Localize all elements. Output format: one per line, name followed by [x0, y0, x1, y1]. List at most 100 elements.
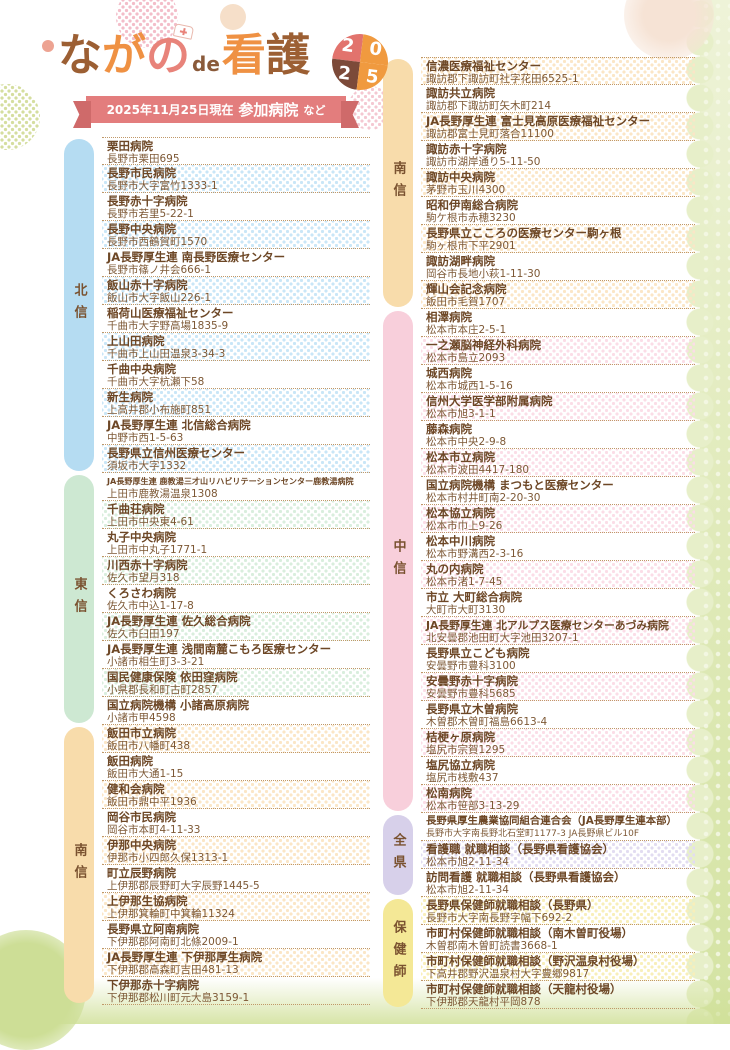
- hospital-address: 中野市西1-5-63: [107, 432, 184, 444]
- hospital-name: 国立病院機構 まつもと医療センター: [426, 478, 614, 492]
- hospital-entry: 長野県立こども病院 安曇野市豊科3100: [421, 645, 695, 673]
- hospital-address: 下高井郡野沢温泉村大字豊郷9817: [426, 968, 590, 980]
- hospital-name: 諏訪共立病院: [426, 86, 495, 100]
- hospital-address: 安曇野市豊科3100: [426, 660, 516, 672]
- hospital-address: 下伊那郡高森町吉田481-13: [107, 964, 239, 976]
- hospital-address: 岡谷市本町4-11-33: [107, 824, 201, 836]
- hospital-address: 松本市旭2-11-34: [426, 884, 509, 896]
- hospital-address: 下伊那郡松川町元大島3159-1: [107, 992, 250, 1004]
- hospital-address: 上伊那箕輪町中箕輪11324: [107, 908, 235, 920]
- hospital-entry: 丸子中央病院 上田市中丸子1771-1: [102, 529, 370, 557]
- hospital-rows: 長野県保健師就職相談（長野県） 長野市大字南長野字幅下692-2 市町村保健師就職相…: [421, 897, 695, 1009]
- logo-char: の: [146, 23, 195, 78]
- hospital-entry: 健和会病院 飯田市鼎中平1936: [102, 781, 370, 809]
- hospital-name: 市立 大町総合病院: [426, 590, 523, 604]
- hospital-entry: JA長野厚生連 南長野医療センター 長野市篠ノ井会666-1: [102, 249, 370, 277]
- hospital-entry: JA長野厚生連 北アルプス医療センターあづみ病院 北安曇郡池田町大字池田3207-…: [421, 617, 695, 645]
- hospital-name: JA長野厚生連 北アルプス医療センターあづみ病院: [426, 619, 669, 632]
- hospital-entry: 伊那中央病院 伊那市小四郎久保1313-1: [102, 837, 370, 865]
- hospital-address: 松本市野溝西2-3-16: [426, 548, 524, 560]
- hospital-name: 安曇野赤十字病院: [426, 674, 518, 688]
- hospital-address: 木曽郡南木曽町読書3668-1: [426, 940, 558, 952]
- hospital-name: 長野県立こども病院: [426, 646, 530, 660]
- hospital-name: 長野県立信州医療センター: [107, 446, 245, 460]
- hospital-entry: 栗田病院 長野市栗田695: [102, 137, 370, 165]
- hospital-entry: 上山田病院 千曲市上山田温泉3-34-3: [102, 333, 370, 361]
- region-section: 全県 長野県厚生農業協同組合連合会（JA長野厚生連本部） 長野市大字南長野北石堂町1…: [383, 813, 695, 897]
- hospital-rows: 長野県厚生農業協同組合連合会（JA長野厚生連本部） 長野市大字南長野北石堂町117…: [421, 813, 695, 897]
- hospital-name: 訪問看護 就職相談（長野県看護協会）: [426, 870, 626, 884]
- hospital-address: 上高井郡小布施町851: [107, 404, 212, 416]
- hospital-name: 長野赤十字病院: [107, 194, 188, 208]
- hospital-name: 松南病院: [426, 786, 472, 800]
- hospital-entry: JA長野厚生連 富士見高原医療福祉センター 諏訪郡富士見町落合11100: [421, 113, 695, 141]
- hospital-address: 松本市中央2-9-8: [426, 436, 507, 448]
- hospital-rows: 相澤病院 松本市本庄2-5-1 一之瀬脳神経外科病院 松本市島立2093 城西病院 松本市…: [421, 309, 695, 813]
- hospital-rows: 信濃医療福祉センター 諏訪郡下諏訪町社字花田6525-1 諏訪共立病院 諏訪郡下諏訪町…: [421, 57, 695, 309]
- hospital-address: 下伊那郡天龍村平岡878: [426, 996, 541, 1008]
- hospital-address: 長野市大字富竹1333-1: [107, 180, 218, 192]
- hospital-entry: 看護職 就職相談（長野県看護協会） 松本市旭2-11-34: [421, 841, 695, 869]
- hospital-name: 諏訪赤十字病院: [426, 142, 507, 156]
- hospital-address: 松本市村井町南2-20-30: [426, 492, 541, 504]
- hospital-address: 長野市若里5-22-1: [107, 208, 194, 220]
- hospital-entry: 信州大学医学部附属病院 松本市旭3-1-1: [421, 393, 695, 421]
- ribbon-title: 参加病院: [238, 101, 299, 119]
- decor-circle-salmon: [42, 40, 54, 52]
- hospital-address: 松本市城西1-5-16: [426, 380, 513, 392]
- hospital-address: 飯山市大字飯山226-1: [107, 292, 212, 304]
- hospital-entry: 訪問看護 就職相談（長野県看護協会） 松本市旭2-11-34: [421, 869, 695, 897]
- hospital-entry: 長野県立木曽病院 木曽郡木曽町福島6613-4: [421, 701, 695, 729]
- hospital-address: 松本市本庄2-5-1: [426, 324, 507, 336]
- hospital-address: 岡谷市長地小萩1-11-30: [426, 268, 541, 280]
- region-tab: 東信: [64, 475, 94, 723]
- hospital-name: 丸子中央病院: [107, 530, 176, 544]
- region-section: 中信 相澤病院 松本市本庄2-5-1 一之瀬脳神経外科病院 松本市島立2093 城西病院松…: [383, 309, 695, 813]
- hospital-entry: 昭和伊南総合病院 駒ケ根市赤穂3230: [421, 197, 695, 225]
- hospital-entry: 長野県立信州医療センター 須坂市大字1332: [102, 445, 370, 473]
- hospital-entry: 諏訪湖畔病院 岡谷市長地小萩1-11-30: [421, 253, 695, 281]
- hospital-entry: 市町村保健師就職相談（南木曽町役場） 木曽郡南木曽町読書3668-1: [421, 925, 695, 953]
- hospital-entry: 千曲中央病院 千曲市大字杭瀬下58: [102, 361, 370, 389]
- hospital-name: 伊那中央病院: [107, 838, 176, 852]
- hospital-name: 新生病院: [107, 390, 153, 404]
- region-section: 北信 栗田病院 長野市栗田695 長野市民病院 長野市大字富竹1333-1 長野赤十字病院…: [64, 137, 370, 473]
- hospital-name: 上山田病院: [107, 334, 165, 348]
- hospital-name: 松本協立病院: [426, 506, 495, 520]
- hospital-name: 長野県立こころの医療センター駒ヶ根: [426, 226, 622, 240]
- ribbon-date: 2025年11月25日現在: [106, 103, 234, 117]
- hospital-entry: 稲荷山医療福祉センター 千曲市大字野高場1835-9: [102, 305, 370, 333]
- hospital-address: 小諸市相生町3-3-21: [107, 656, 205, 668]
- hospital-name: 一之瀬脳神経外科病院: [426, 338, 541, 352]
- hospital-entry: 市町村保健師就職相談（天龍村役場） 下伊那郡天龍村平岡878: [421, 981, 695, 1009]
- hospital-entry: 国立病院機構 まつもと医療センター 松本市村井町南2-20-30: [421, 477, 695, 505]
- hospital-name: 諏訪湖畔病院: [426, 254, 495, 268]
- hospital-address: 飯田市毛賀1707: [426, 296, 506, 308]
- region-section: 南信 信濃医療福祉センター 諏訪郡下諏訪町社字花田6525-1 諏訪共立病院 諏訪郡下諏…: [383, 57, 695, 309]
- hospital-address: 松本市巾上9-26: [426, 520, 503, 532]
- hospital-address: 佐久市中込1-17-8: [107, 600, 194, 612]
- hospital-entry: 飯田病院 飯田市大通1-15: [102, 753, 370, 781]
- hospital-entry: JA長野厚生連 下伊那厚生病院 下伊那郡高森町吉田481-13: [102, 949, 370, 977]
- hospital-name: 城西病院: [426, 366, 472, 380]
- hospital-entry: 丸の内病院 松本市渚1-7-45: [421, 561, 695, 589]
- hospital-address: 長野市西鶴賀町1570: [107, 236, 208, 248]
- hospital-entry: 国立病院機構 小諸高原病院 小諸市甲4598: [102, 697, 370, 725]
- hospital-name: くろさわ病院: [107, 586, 176, 600]
- hospital-entry: 藤森病院 松本市中央2-9-8: [421, 421, 695, 449]
- hospital-entry: JA長野厚生連 鹿教湯三才山リハビリテーションセンター鹿教湯病院 上田市鹿教湯温泉…: [102, 473, 370, 501]
- hospital-name: 長野県厚生農業協同組合連合会（JA長野厚生連本部）: [426, 815, 677, 827]
- hospital-entry: くろさわ病院 佐久市中込1-17-8: [102, 585, 370, 613]
- hospital-name: 稲荷山医療福祉センター: [107, 306, 234, 320]
- hospital-name: 輝山会記念病院: [426, 282, 507, 296]
- hospital-address: 上田市中央東4-61: [107, 516, 194, 528]
- hospital-entry: 信濃医療福祉センター 諏訪郡下諏訪町社字花田6525-1: [421, 57, 695, 85]
- hospital-name: 市町村保健師就職相談（野沢温泉村役場）: [426, 954, 645, 968]
- hospital-entry: 市町村保健師就職相談（野沢温泉村役場） 下高井郡野沢温泉村大字豊郷9817: [421, 953, 695, 981]
- hospital-name: 信州大学医学部附属病院: [426, 394, 553, 408]
- hospital-entry: 城西病院 松本市城西1-5-16: [421, 365, 695, 393]
- hospital-name: 市町村保健師就職相談（天龍村役場）: [426, 982, 622, 996]
- hospital-entry: 桔梗ヶ原病院 塩尻市宗賀1295: [421, 729, 695, 757]
- hospital-entry: 長野県厚生農業協同組合連合会（JA長野厚生連本部） 長野市大字南長野北石堂町117…: [421, 813, 695, 841]
- hospital-name: 看護職 就職相談（長野県看護協会）: [426, 842, 615, 856]
